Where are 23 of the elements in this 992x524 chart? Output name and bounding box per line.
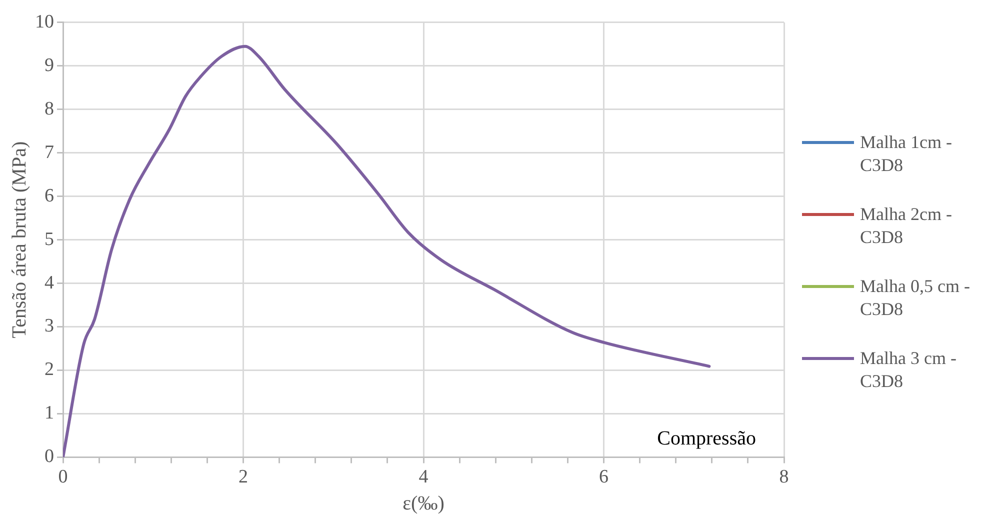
legend-label: Malha 2cm - C3D8 <box>860 203 953 249</box>
y-tick-label: 3 <box>44 316 54 337</box>
y-tick-label: 10 <box>35 11 54 32</box>
x-tick-label: 2 <box>238 466 248 488</box>
legend-label: Malha 3 cm - C3D8 <box>860 347 958 393</box>
x-tick-label: 6 <box>599 466 608 488</box>
y-tick-label: 2 <box>44 359 54 380</box>
x-tick-label: 4 <box>418 466 429 488</box>
y-tick-label: 1 <box>44 402 54 424</box>
y-tick-label: 0 <box>44 446 54 468</box>
legend-label: Malha 0,5 cm - C3D8 <box>860 275 971 321</box>
y-tick-label: 8 <box>44 98 54 120</box>
y-tick-label: 4 <box>44 272 54 294</box>
x-tick-label: 0 <box>58 466 68 488</box>
y-axis-title: Tensão área bruta (MPa) <box>8 141 30 338</box>
y-tick-label: 6 <box>44 185 54 206</box>
y-tick-label: 5 <box>44 228 54 250</box>
x-tick-label: 8 <box>779 466 789 488</box>
annotation: Compressão <box>657 427 756 450</box>
y-tick-label: 9 <box>44 54 54 76</box>
legend-label: Malha 1cm - C3D8 <box>860 131 953 177</box>
x-axis-title: ε(‰) <box>402 492 444 514</box>
y-tick-label: 7 <box>44 142 54 163</box>
